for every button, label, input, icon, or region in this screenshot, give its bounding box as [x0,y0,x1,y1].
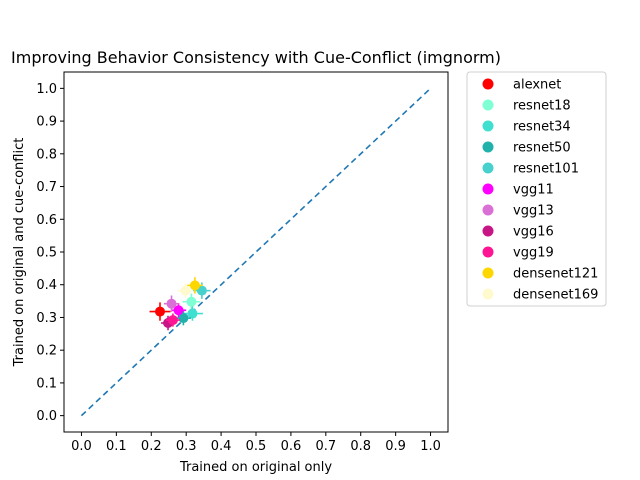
legend-item-resnet18: resnet18 [482,99,571,114]
x-tick-label: 1.0 [420,439,441,454]
x-tick-label: 0.6 [281,439,302,454]
y-tick-label: 0.2 [36,344,57,359]
chart-title: Improving Behavior Consistency with Cue-… [11,48,501,67]
legend-marker [482,267,494,279]
y-tick-label: 0.4 [36,278,57,293]
point-marker [178,313,189,324]
point-densenet169 [177,283,194,298]
x-tick-label: 0.4 [211,439,232,454]
x-tick-label: 0.5 [246,439,267,454]
x-tick-label: 0.3 [176,439,197,454]
legend-label: densenet121 [513,267,598,282]
x-tick-label: 0.8 [350,439,371,454]
legend-marker [482,204,494,216]
legend-marker [482,78,494,90]
legend-item-densenet121: densenet121 [482,267,598,282]
point-marker [187,308,198,319]
point-resnet18 [182,293,201,310]
legend-marker [482,225,494,237]
legend-marker [482,141,494,153]
legend-item-vgg13: vgg13 [482,204,554,219]
point-resnet50 [175,310,192,326]
legend-label: alexnet [513,78,561,93]
point-marker [180,285,191,296]
y-tick-label: 0.7 [36,180,57,195]
legend-marker [482,288,494,300]
point-alexnet [149,302,171,321]
legend-label: vgg16 [513,225,554,240]
y-tick-label: 0.8 [36,147,57,162]
legend-item-resnet50: resnet50 [482,141,571,156]
legend-item-densenet169: densenet169 [482,288,598,303]
legend-label: resnet101 [513,162,579,177]
point-vgg11 [170,303,187,318]
point-densenet121 [187,277,203,294]
point-vgg19 [165,313,180,327]
y-tick-label: 1.0 [36,82,57,97]
point-resnet34 [181,306,203,321]
y-tick-label: 0.6 [36,213,57,228]
x-tick-label: 0.2 [141,439,162,454]
legend-item-alexnet: alexnet [482,78,561,93]
legend-frame [466,71,607,307]
data-points [149,277,211,331]
legend-label: vgg19 [513,246,554,261]
legend-marker [482,99,494,111]
legend-item-resnet101: resnet101 [482,162,579,177]
x-tick-label: 0.1 [106,439,127,454]
legend-marker [482,183,494,195]
legend-label: vgg13 [513,204,554,219]
plot-frame [63,71,449,433]
legend-marker [482,120,494,132]
legend-item-resnet34: resnet34 [482,120,571,135]
x-axis-ticks: 0.0 0.1 0.2 0.3 0.4 0.5 0.6 0.7 0.8 0.9 1.0 [71,432,441,454]
legend-label: resnet18 [513,99,571,114]
y-tick-label: 0.3 [36,311,57,326]
point-marker [166,298,177,309]
x-axis-label: Trained on original only [179,460,332,475]
legend-item-vgg16: vgg16 [482,225,554,240]
point-marker [196,285,207,296]
point-vgg13 [163,295,180,312]
x-tick-label: 0.0 [71,439,92,454]
legend-label: densenet169 [513,288,598,303]
legend: alexnet resnet18 resnet34 resnet50 resnet101… [466,71,607,307]
point-marker [155,306,165,317]
point-marker [167,315,178,326]
x-tick-label: 0.9 [385,439,406,454]
legend-label: vgg11 [513,183,554,198]
y-tick-label: 0.0 [36,409,57,424]
y-axis-label: Trained on original and cue-conflict [12,138,27,368]
legend-label: resnet34 [513,120,571,135]
point-resnet101 [193,282,211,299]
legend-item-vgg19: vgg19 [482,246,554,261]
y-tick-label: 0.1 [36,376,57,391]
point-marker [189,280,200,291]
y-axis-ticks: 0.0 0.1 0.2 0.3 0.4 0.5 0.6 0.7 0.8 0.9 1.0 [36,82,64,424]
legend-marker [482,246,494,258]
point-marker [173,305,184,316]
legend-label: resnet50 [513,141,571,156]
legend-item-vgg11: vgg11 [482,183,554,198]
point-marker [186,296,197,307]
y-tick-label: 0.5 [36,246,57,261]
y-tick-label: 0.9 [36,115,57,130]
legend-marker [482,162,494,174]
x-tick-label: 0.7 [315,439,336,454]
